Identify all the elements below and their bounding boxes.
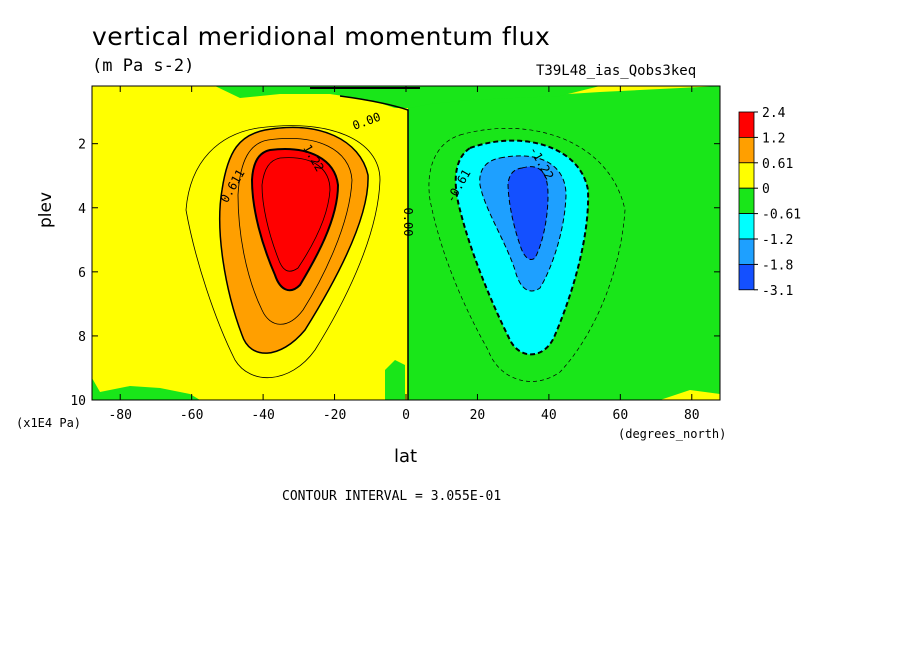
x-tick-label: -20 [323,408,346,423]
colorbar-label: -1.2 [762,233,793,248]
y-axis-units: (x1E4 Pa) [16,416,82,430]
top-region-green [215,86,600,108]
contour-line-1.8 [261,157,331,272]
colorbar-label: 0.61 [762,157,793,172]
y-tick-label: 6 [78,266,86,281]
axis-ticks: -80 -60 -40 -20 0 20 40 60 80 2 4 6 8 10 [70,86,720,423]
x-tick-label: 40 [541,408,557,423]
contour-line-0.3 [185,125,381,379]
chart-title: vertical meridional momentum flux [92,22,551,51]
colorbar-swatch [738,263,755,291]
x-tick-label: 0 [402,408,410,423]
plot-area [92,86,720,400]
contour-line-0.9 [237,138,353,325]
contour-fill-neg-1.8 [507,166,549,260]
x-tick-label: -40 [251,408,274,423]
x-tick-label: 80 [684,408,700,423]
bottom-left-green [92,378,200,400]
colorbar-label: -0.61 [762,208,801,223]
colorbar-swatch [738,136,755,164]
y-tick-label: 4 [78,202,86,217]
colorbar-label: -1.8 [762,258,793,273]
colorbar: 2.4 1.2 0.61 0 -0.61 -1.2 -1.8 -3.1 [738,106,801,299]
x-tick-label: -60 [180,408,203,423]
colorbar-label: 2.4 [762,106,786,121]
colorbar-swatch [738,213,755,240]
x-tick-label: -80 [108,408,131,423]
contour-label: 0.00 [401,208,415,237]
x-tick-label: 20 [470,408,486,423]
colorbar-swatch [738,238,755,265]
colorbar-swatch [738,187,755,214]
y-tick-label: 10 [70,394,86,409]
colorbar-swatch [738,111,755,138]
colorbar-label: -3.1 [762,284,793,299]
x-tick-label: 60 [613,408,629,423]
x-axis-label: lat [394,446,418,467]
contour-fill-1.2 [250,148,340,292]
contour-line-zero [339,95,409,400]
equator-green [385,360,405,400]
chart-units: (m Pa s-2) [92,56,195,76]
x-axis-units: (degrees_north) [618,427,727,441]
colorbar-label: 1.2 [762,131,785,146]
bottom-right-yellow [660,390,720,400]
colorbar-label: 0 [762,182,770,197]
dataset-label: T39L48_ias_Qobs3keq [536,63,697,79]
colorbar-swatch [738,162,755,189]
contour-interval: CONTOUR INTERVAL = 3.055E-01 [282,489,502,504]
y-tick-label: 8 [78,330,86,345]
y-tick-label: 2 [78,138,86,153]
